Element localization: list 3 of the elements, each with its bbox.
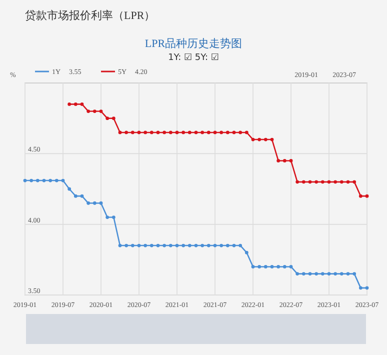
chart-subtitle: LPR品种历史走势图 (144, 37, 242, 50)
chart-title: 贷款市场报价利率（LPR） (25, 9, 156, 22)
text: 1Y: ☑ 5Y: ☑ (168, 53, 219, 63)
